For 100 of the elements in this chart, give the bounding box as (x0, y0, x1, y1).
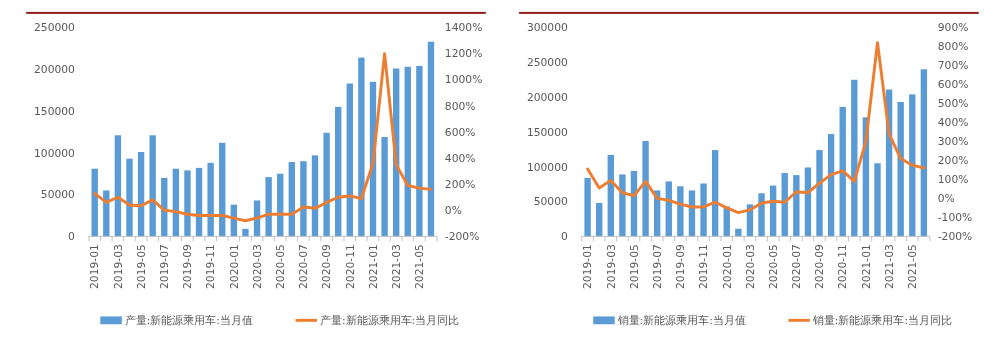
bar (596, 202, 603, 237)
bar (735, 228, 742, 237)
bar (584, 177, 591, 237)
bar (909, 94, 916, 237)
bar (311, 155, 319, 237)
y2-tick-label: -200% (937, 230, 973, 244)
bar (404, 66, 411, 237)
x-tick-label: 2020-01 (720, 244, 734, 289)
x-tick-label: 2020-01 (227, 244, 241, 289)
legend-label: 销量:新能源乘用车:当月值 (616, 314, 746, 328)
y2-tick-label: 100% (937, 173, 969, 187)
x-tick-label: 2021-01 (859, 244, 873, 289)
bar (758, 193, 765, 237)
bar (700, 183, 707, 237)
y-tick-label: 300000 (526, 21, 569, 35)
x-tick-label: 2020-09 (813, 244, 827, 289)
x-tick-label: 2019-11 (697, 244, 711, 289)
bar (242, 228, 249, 237)
bar (126, 158, 133, 237)
y2-tick-label: 0% (444, 204, 462, 218)
legend-label: 产量:新能源乘用车:当月值 (124, 314, 253, 328)
bar (427, 41, 435, 237)
x-tick-label: 2019-07 (158, 244, 172, 289)
x-tick-label: 2020-11 (343, 244, 357, 289)
legend-label: 产量:新能源乘用车:当月同比 (319, 314, 460, 328)
x-tick-label: 2019-01 (88, 244, 102, 289)
y-tick-label: 150000 (34, 104, 76, 118)
bar (381, 136, 388, 237)
y-tick-label: 150000 (526, 125, 569, 139)
y2-tick-label: 700% (937, 59, 969, 73)
line-series (586, 41, 926, 215)
bar (265, 177, 272, 237)
y2-tick-label: -100% (937, 211, 973, 225)
x-tick-label: 2021-01 (366, 244, 380, 289)
x-tick-label: 2020-05 (766, 244, 780, 289)
y2-tick-label: 600% (937, 78, 969, 92)
bar (300, 161, 307, 237)
y-tick-label: 200000 (526, 90, 569, 104)
bar (149, 135, 156, 237)
bar (416, 65, 423, 237)
y2-tick-label: 400% (444, 151, 476, 165)
bar (874, 163, 881, 237)
x-tick-label: 2019-05 (134, 244, 148, 289)
bar (897, 102, 904, 237)
y-tick-label: 100000 (34, 146, 76, 160)
y2-tick-label: 900% (937, 21, 969, 35)
bar (642, 141, 649, 237)
x-tick-label: 2020-07 (297, 244, 311, 289)
bar (335, 106, 342, 237)
y2-tick-label: 800% (937, 40, 969, 54)
x-tick-label: 2020-11 (836, 244, 850, 289)
y-tick-label: 0 (561, 230, 569, 244)
x-tick-label: 2019-03 (111, 244, 125, 289)
bar (288, 162, 296, 237)
bar (851, 79, 858, 237)
y-tick-label: 250000 (34, 21, 76, 35)
x-tick-label: 2019-11 (204, 244, 218, 289)
x-tick-label: 2019-09 (181, 244, 195, 289)
x-tick-label: 2020-05 (273, 244, 287, 289)
y2-tick-label: 200% (937, 154, 969, 168)
y2-tick-label: 1000% (444, 73, 483, 87)
line-series (93, 52, 433, 223)
bar (816, 150, 823, 237)
bar (839, 106, 846, 237)
x-tick-label: 2021-05 (906, 244, 920, 289)
bar (827, 134, 835, 237)
bar (346, 83, 353, 237)
y-tick-label: 50000 (40, 188, 76, 202)
x-tick-label: 2020-09 (320, 244, 334, 289)
y2-tick-label: 200% (444, 177, 476, 191)
y-tick-label: 0 (68, 230, 76, 244)
y-tick-label: 250000 (526, 56, 569, 70)
x-tick-label: 2020-07 (790, 244, 804, 289)
bar (184, 170, 191, 237)
y2-tick-label: 0% (937, 192, 955, 206)
y2-tick-label: 500% (937, 97, 969, 111)
x-tick-label: 2019-01 (581, 244, 595, 289)
bar (711, 150, 719, 237)
y2-tick-label: 600% (444, 125, 476, 139)
bar (323, 132, 330, 237)
x-tick-label: 2021-03 (882, 244, 896, 289)
x-tick-label: 2019-07 (650, 244, 664, 289)
y2-tick-label: -200% (444, 230, 480, 244)
x-tick-label: 2021-03 (389, 244, 403, 289)
legend-label: 销量:新能源乘用车:当月同比 (811, 314, 953, 328)
bar (207, 162, 214, 237)
bar (677, 186, 684, 237)
bar (219, 142, 226, 237)
y-tick-label: 50000 (533, 195, 569, 209)
y2-tick-label: 800% (444, 99, 476, 113)
x-tick-label: 2020-03 (743, 244, 757, 289)
y-tick-label: 100000 (526, 160, 569, 174)
x-tick-label: 2021-05 (413, 244, 427, 289)
y-tick-label: 200000 (34, 63, 76, 77)
bar (804, 167, 812, 237)
bar (358, 57, 365, 237)
x-tick-label: 2020-03 (250, 244, 264, 289)
bar (920, 69, 928, 237)
bar (619, 174, 626, 237)
bar (114, 135, 122, 237)
